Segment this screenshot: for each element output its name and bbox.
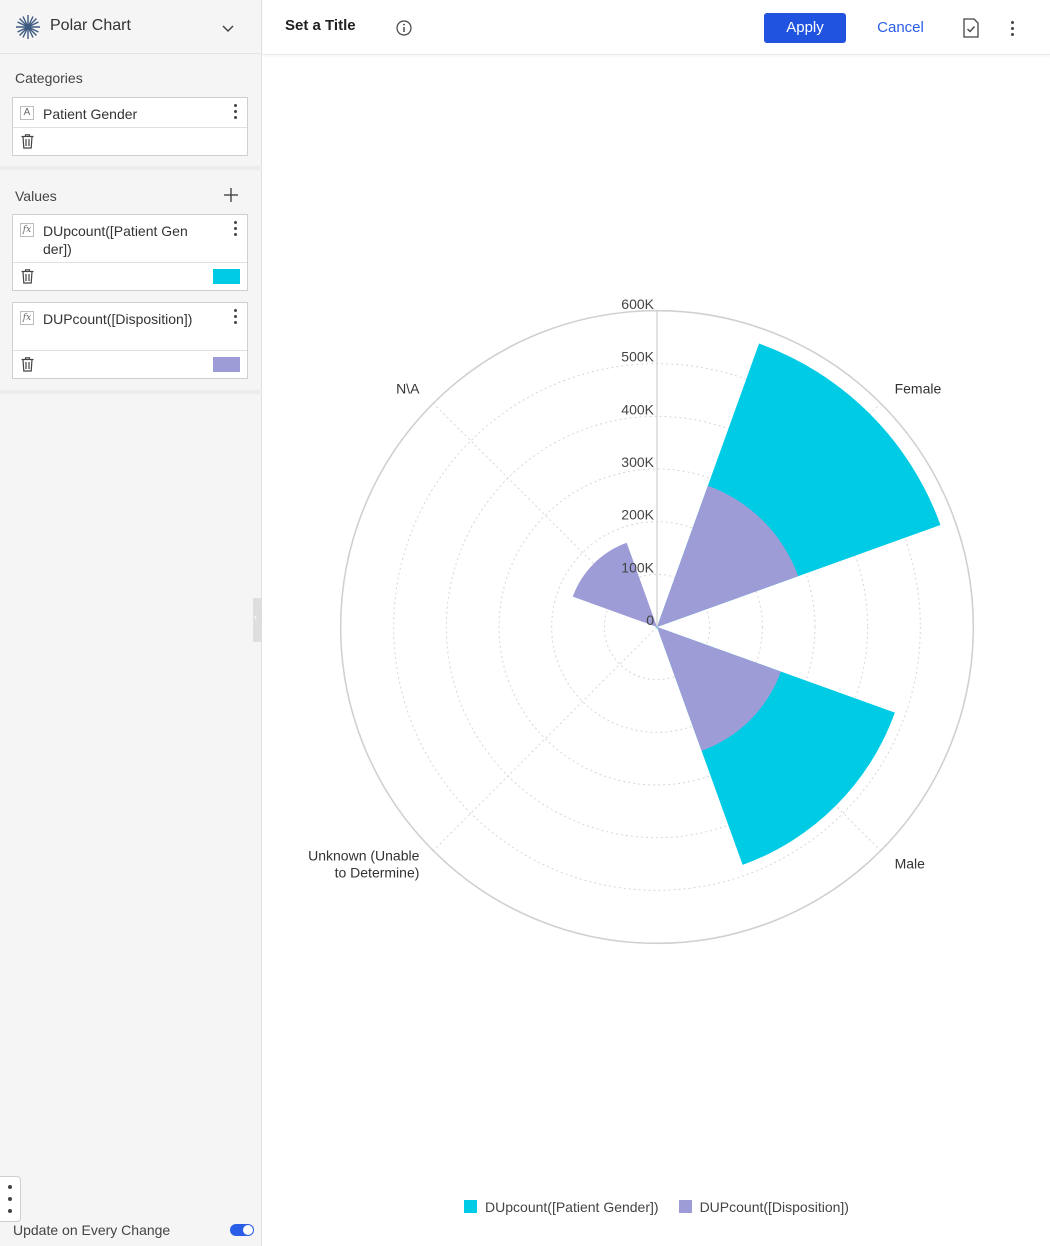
field-menu-icon[interactable] [234,309,238,325]
field-menu-icon[interactable] [234,104,238,120]
radial-tick-label: 200K [621,507,654,523]
apply-button[interactable]: Apply [764,13,846,43]
value-field-name: DUPcount([Disposition]) [43,311,193,327]
chart-legend: DUpcount([Patient Gender]) DUPcount([Disp… [263,1199,1050,1215]
section-divider [0,166,262,170]
chart-type-label: Polar Chart [50,17,131,34]
polar-chart: 0 100K 200K 300K 400K 500K 600K Female Male Unkn… [263,56,1050,1246]
grid-ring [445,415,869,839]
category-field-name: Patient Gender [43,106,138,122]
formula-icon: fx [20,223,34,237]
grid-ring [498,468,816,786]
category-label-line: N\A [396,380,420,396]
more-options-icon[interactable] [1011,21,1015,37]
radial-tick-label: 600K [621,296,654,312]
drag-handle[interactable] [0,1176,21,1222]
radial-tick-label: 400K [621,401,654,417]
grid-spoke [433,626,658,851]
category-label-line: Unknown (Unable [308,848,419,864]
legend-label: DUpcount([Patient Gender]) [485,1199,659,1215]
series-color-swatch[interactable] [213,269,240,284]
cancel-button[interactable]: Cancel [877,19,924,36]
section-divider [0,390,262,394]
chevron-down-icon[interactable] [220,20,236,36]
values-label: Values [15,188,57,204]
chart-type-selector[interactable]: Polar Chart [0,0,262,54]
category-label: Female [895,380,942,396]
polar-chart-icon [16,15,40,39]
radial-tick-label: 500K [621,349,654,365]
add-icon[interactable] [224,188,238,202]
legend-item[interactable]: DUpcount([Patient Gender]) [464,1199,659,1215]
save-check-icon[interactable] [962,18,980,38]
legend-swatch [678,1200,692,1213]
radial-tick-label: 100K [621,559,654,575]
legend-swatch [464,1200,478,1213]
value-field-card[interactable]: fx DUPcount([Disposition]) [12,302,248,379]
update-on-change-label: Update on Every Change [13,1222,171,1238]
series-color-swatch[interactable] [213,357,240,372]
text-type-icon: A [20,106,34,120]
polar-bar [655,627,657,629]
category-label-line: Male [895,856,926,872]
polar-chart-canvas: 0 100K 200K 300K 400K 500K 600K Female Male Unkn… [308,296,975,945]
polar-bar [657,627,781,751]
category-field-card[interactable]: A Patient Gender [12,97,248,156]
categories-label: Categories [15,70,83,86]
top-bar: Set a Title Apply Cancel [263,0,1050,55]
sidebar: Polar Chart Categories A Patient Gender [0,0,262,1246]
radial-tick-label: 300K [621,454,654,470]
category-label-line: to Determine) [335,865,420,881]
grid-ring [603,573,711,681]
sidebar-collapse-handle[interactable]: ‹ [253,598,262,642]
trash-icon[interactable] [21,269,34,284]
legend-item[interactable]: DUPcount([Disposition]) [678,1199,849,1215]
formula-icon: fx [20,311,34,325]
polar-bar [657,485,799,627]
category-label-line: Female [895,380,942,396]
chevron-left-icon: ‹ [254,612,258,623]
chart-title[interactable]: Set a Title [285,17,356,34]
update-on-change-toggle[interactable] [230,1224,254,1236]
outer-ring [339,309,975,945]
polar-bar [572,542,657,627]
trash-icon[interactable] [21,134,34,149]
info-icon[interactable] [396,20,412,36]
category-label: Male [895,856,926,872]
radial-tick-label: 0 [646,612,654,628]
value-field-name: DUpcount([Patient Gender]) [43,223,188,257]
category-label: N\A [396,380,420,396]
value-field-card[interactable]: fx DUpcount([Patient Gender]) [12,214,248,291]
trash-icon[interactable] [21,357,34,372]
legend-label: DUPcount([Disposition]) [699,1199,849,1215]
field-menu-icon[interactable] [234,221,238,237]
category-label: Unknown (Unable to Determine) [308,848,419,881]
